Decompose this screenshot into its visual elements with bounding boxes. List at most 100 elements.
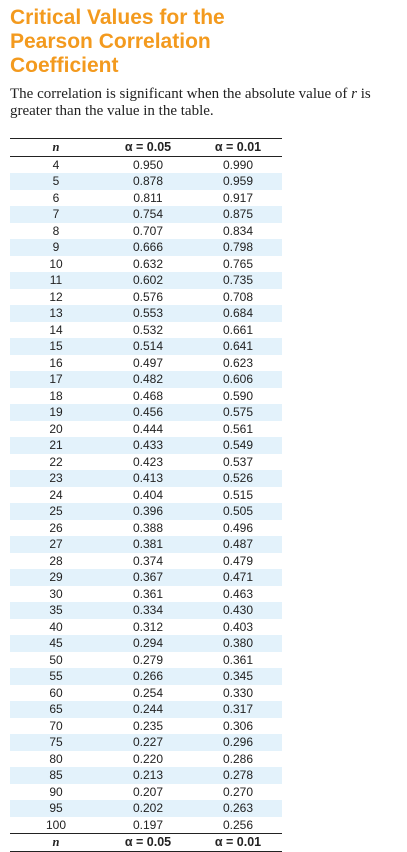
cell-n: 95 xyxy=(10,800,102,817)
cell-alpha-05: 0.381 xyxy=(102,536,194,553)
cell-alpha-05: 0.423 xyxy=(102,453,194,470)
cell-n: 45 xyxy=(10,635,102,652)
table-row: 85 0.213 0.278 xyxy=(10,767,282,784)
column-footer-alpha-01: α = 0.01 xyxy=(214,835,262,849)
cell-alpha-01: 0.561 xyxy=(194,420,282,437)
table-row: 100 0.197 0.256 xyxy=(10,816,282,834)
description-text: is greater than the value in the table. xyxy=(10,86,371,119)
cell-alpha-01: 0.990 xyxy=(194,156,282,173)
header-row: n α = 0.05 α = 0.01 xyxy=(10,138,282,156)
cell-n: 10 xyxy=(10,255,102,272)
table-row: 4 0.950 0.990 xyxy=(10,156,282,173)
cell-alpha-01: 0.330 xyxy=(194,684,282,701)
cell-alpha-05: 0.497 xyxy=(102,354,194,371)
table-row: 35 0.334 0.430 xyxy=(10,602,282,619)
cell-alpha-01: 0.505 xyxy=(194,503,282,520)
cell-alpha-05: 0.202 xyxy=(102,800,194,817)
cell-n: 70 xyxy=(10,717,102,734)
cell-alpha-05: 0.197 xyxy=(102,816,194,834)
cell-n: 11 xyxy=(10,272,102,289)
cell-alpha-05: 0.227 xyxy=(102,734,194,751)
cell-alpha-01: 0.463 xyxy=(194,585,282,602)
title-line: Critical Values for the xyxy=(10,6,225,29)
cell-alpha-05: 0.950 xyxy=(102,156,194,173)
cell-alpha-05: 0.374 xyxy=(102,552,194,569)
cell-alpha-05: 0.404 xyxy=(102,486,194,503)
table-row: 50 0.279 0.361 xyxy=(10,651,282,668)
cell-n: 19 xyxy=(10,404,102,421)
cell-alpha-01: 0.345 xyxy=(194,668,282,685)
critical-values-table: n α = 0.05 α = 0.01 4 0.950 0.990 5 0.878 0.9… xyxy=(10,138,282,852)
cell-n: 20 xyxy=(10,420,102,437)
cell-alpha-05: 0.632 xyxy=(102,255,194,272)
table-row: 13 0.553 0.684 xyxy=(10,305,282,322)
cell-alpha-05: 0.266 xyxy=(102,668,194,685)
table-row: 25 0.396 0.505 xyxy=(10,503,282,520)
table-row: 24 0.404 0.515 xyxy=(10,486,282,503)
cell-n: 55 xyxy=(10,668,102,685)
table-row: 55 0.266 0.345 xyxy=(10,668,282,685)
cell-alpha-01: 0.471 xyxy=(194,569,282,586)
table-row: 7 0.754 0.875 xyxy=(10,206,282,223)
cell-alpha-05: 0.254 xyxy=(102,684,194,701)
cell-alpha-05: 0.279 xyxy=(102,651,194,668)
cell-alpha-05: 0.334 xyxy=(102,602,194,619)
cell-alpha-05: 0.553 xyxy=(102,305,194,322)
cell-alpha-01: 0.959 xyxy=(194,173,282,190)
table-row: 22 0.423 0.537 xyxy=(10,453,282,470)
cell-n: 9 xyxy=(10,239,102,256)
cell-alpha-01: 0.278 xyxy=(194,767,282,784)
cell-alpha-05: 0.244 xyxy=(102,701,194,718)
cell-alpha-01: 0.496 xyxy=(194,519,282,536)
cell-alpha-05: 0.482 xyxy=(102,371,194,388)
cell-n: 16 xyxy=(10,354,102,371)
cell-alpha-01: 0.256 xyxy=(194,816,282,834)
table-row: 21 0.433 0.549 xyxy=(10,437,282,454)
cell-n: 8 xyxy=(10,222,102,239)
column-footer-n: n xyxy=(52,835,60,849)
cell-alpha-01: 0.479 xyxy=(194,552,282,569)
cell-alpha-01: 0.430 xyxy=(194,602,282,619)
footer-row: n α = 0.05 α = 0.01 xyxy=(10,833,282,851)
cell-alpha-01: 0.798 xyxy=(194,239,282,256)
table-row: 95 0.202 0.263 xyxy=(10,800,282,817)
cell-alpha-01: 0.380 xyxy=(194,635,282,652)
cell-alpha-05: 0.514 xyxy=(102,338,194,355)
cell-alpha-01: 0.403 xyxy=(194,618,282,635)
column-header-n: n xyxy=(52,140,60,154)
table-row: 70 0.235 0.306 xyxy=(10,717,282,734)
cell-n: 75 xyxy=(10,734,102,751)
cell-alpha-05: 0.361 xyxy=(102,585,194,602)
table-row: 20 0.444 0.561 xyxy=(10,420,282,437)
table-body: 4 0.950 0.990 5 0.878 0.959 6 0.811 0.917 7 0.754 0… xyxy=(10,156,282,834)
table-row: 75 0.227 0.296 xyxy=(10,734,282,751)
cell-alpha-01: 0.684 xyxy=(194,305,282,322)
table-row: 40 0.312 0.403 xyxy=(10,618,282,635)
cell-alpha-05: 0.878 xyxy=(102,173,194,190)
cell-alpha-01: 0.537 xyxy=(194,453,282,470)
cell-n: 80 xyxy=(10,750,102,767)
table-row: 29 0.367 0.471 xyxy=(10,569,282,586)
cell-n: 7 xyxy=(10,206,102,223)
cell-n: 13 xyxy=(10,305,102,322)
cell-alpha-05: 0.367 xyxy=(102,569,194,586)
cell-n: 100 xyxy=(10,816,102,834)
table-row: 11 0.602 0.735 xyxy=(10,272,282,289)
cell-alpha-01: 0.270 xyxy=(194,783,282,800)
title-line: Coefficient xyxy=(10,54,119,77)
table-row: 23 0.413 0.526 xyxy=(10,470,282,487)
cell-alpha-05: 0.707 xyxy=(102,222,194,239)
cell-alpha-01: 0.765 xyxy=(194,255,282,272)
cell-alpha-05: 0.444 xyxy=(102,420,194,437)
table-row: 6 0.811 0.917 xyxy=(10,189,282,206)
cell-alpha-05: 0.666 xyxy=(102,239,194,256)
table-row: 18 0.468 0.590 xyxy=(10,387,282,404)
cell-alpha-05: 0.388 xyxy=(102,519,194,536)
table-row: 27 0.381 0.487 xyxy=(10,536,282,553)
table-row: 5 0.878 0.959 xyxy=(10,173,282,190)
column-header-alpha-01: α = 0.01 xyxy=(214,140,262,154)
cell-alpha-05: 0.396 xyxy=(102,503,194,520)
cell-n: 24 xyxy=(10,486,102,503)
cell-alpha-05: 0.433 xyxy=(102,437,194,454)
cell-alpha-01: 0.487 xyxy=(194,536,282,553)
